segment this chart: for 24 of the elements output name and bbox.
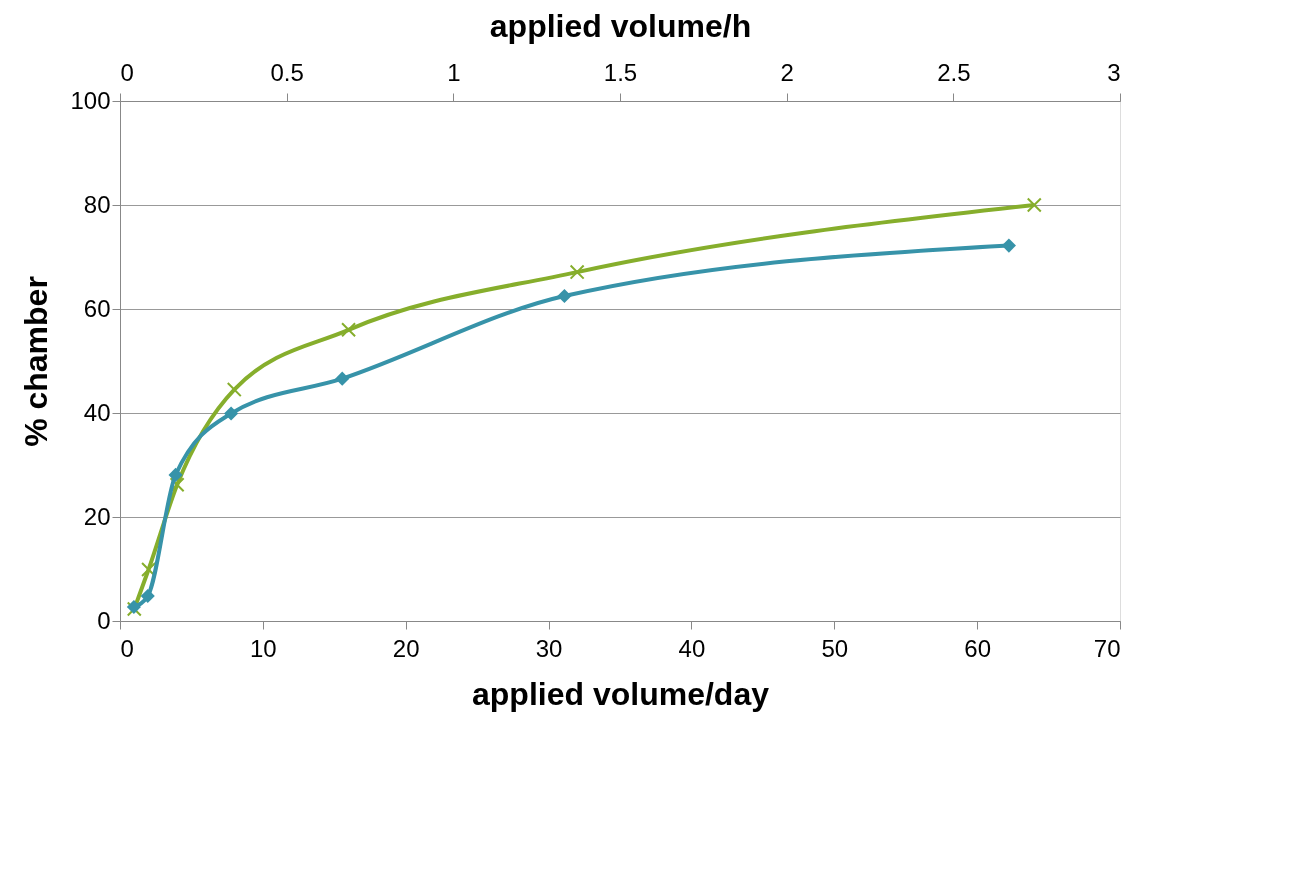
y-tick-label: 80 <box>83 190 111 218</box>
y-tick-label: 40 <box>83 398 111 426</box>
y-tick-label: 60 <box>83 294 111 322</box>
x2-tick-label: 0.5 <box>270 58 304 86</box>
y-axis-title: % chamber <box>18 276 55 447</box>
x2-tick-label: 2 <box>780 58 794 86</box>
x-tick-label: 50 <box>821 634 849 662</box>
x2-tick-label: 1.5 <box>603 58 638 86</box>
y-tick-label: 20 <box>83 502 111 530</box>
x-tick-label: 40 <box>678 634 706 662</box>
x2-tick-label: 1 <box>447 58 461 86</box>
x-tick-label: 10 <box>250 634 277 662</box>
x-tick-label: 20 <box>392 634 420 662</box>
y-tick-label: 0 <box>97 606 111 634</box>
x-tick-label: 70 <box>1093 634 1121 662</box>
x-tick-label: 60 <box>964 634 991 662</box>
x2-axis-title: applied volume/h <box>489 7 752 44</box>
x-tick-label: 30 <box>535 634 563 662</box>
y-tick-label: 100 <box>70 86 111 114</box>
x2-tick-label: 2.5 <box>937 58 971 86</box>
x-axis-title: applied volume/day <box>472 675 770 712</box>
x-tick-label: 0 <box>120 634 134 662</box>
x2-tick-label: 0 <box>120 58 134 86</box>
x2-tick-label: 3 <box>1107 58 1121 86</box>
